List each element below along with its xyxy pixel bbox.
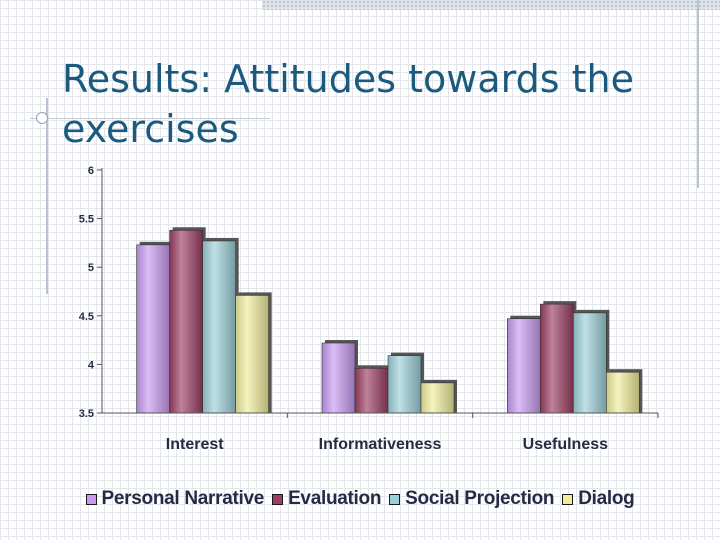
decorative-circle-icon xyxy=(36,112,48,124)
bar-social-projection xyxy=(573,312,607,414)
bar-personal-narrative xyxy=(136,244,170,414)
legend-item: Dialog xyxy=(562,488,635,510)
y-tick-label: 5.5 xyxy=(79,214,94,226)
decorative-top-band xyxy=(262,0,720,10)
bar-evaluation xyxy=(354,367,389,414)
legend-swatch xyxy=(389,493,401,505)
bar-evaluation xyxy=(169,229,203,414)
x-category-label: Informativeness xyxy=(319,436,442,453)
legend-item: Social Projection xyxy=(389,488,555,510)
bar-personal-narrative xyxy=(507,318,541,414)
y-tick-label: 5 xyxy=(88,262,94,274)
bar-personal-narrative xyxy=(321,342,356,414)
y-tick-label: 4.5 xyxy=(79,311,94,323)
legend-label: Evaluation xyxy=(288,488,382,509)
legend-swatch xyxy=(272,493,284,505)
bar-social-projection xyxy=(387,355,422,414)
y-axis: 6 5.5 5 4.5 4 3.5 xyxy=(79,165,103,420)
legend-label: Dialog xyxy=(578,488,635,509)
x-category-label: Usefulness xyxy=(523,436,608,453)
bar-dialog xyxy=(420,382,455,414)
decorative-horizontal-line xyxy=(30,118,270,119)
y-tick-label: 3.5 xyxy=(79,408,94,420)
bar-social-projection xyxy=(202,240,236,414)
legend-swatch xyxy=(85,493,97,505)
legend-label: Social Projection xyxy=(405,488,555,509)
bar-dialog xyxy=(606,371,640,414)
bar-dialog xyxy=(235,295,269,414)
y-tick-label: 6 xyxy=(88,165,94,177)
slide-title: Results: Attitudes towards the exercises xyxy=(62,57,634,151)
legend-label: Personal Narrative xyxy=(101,488,265,509)
y-tick-label: 4 xyxy=(88,359,95,371)
bar-evaluation xyxy=(540,303,574,414)
decorative-right-line xyxy=(697,0,699,188)
x-axis: Interest Informativeness Usefulness xyxy=(102,412,659,453)
chart-legend: Personal Narrative Evaluation Social Proje… xyxy=(0,488,720,510)
x-category-label: Interest xyxy=(166,436,224,453)
legend-item: Evaluation xyxy=(272,488,381,510)
decorative-left-line xyxy=(46,98,48,294)
legend-item: Personal Narrative xyxy=(85,488,265,510)
legend-swatch xyxy=(562,493,574,505)
bars-group xyxy=(136,227,643,414)
